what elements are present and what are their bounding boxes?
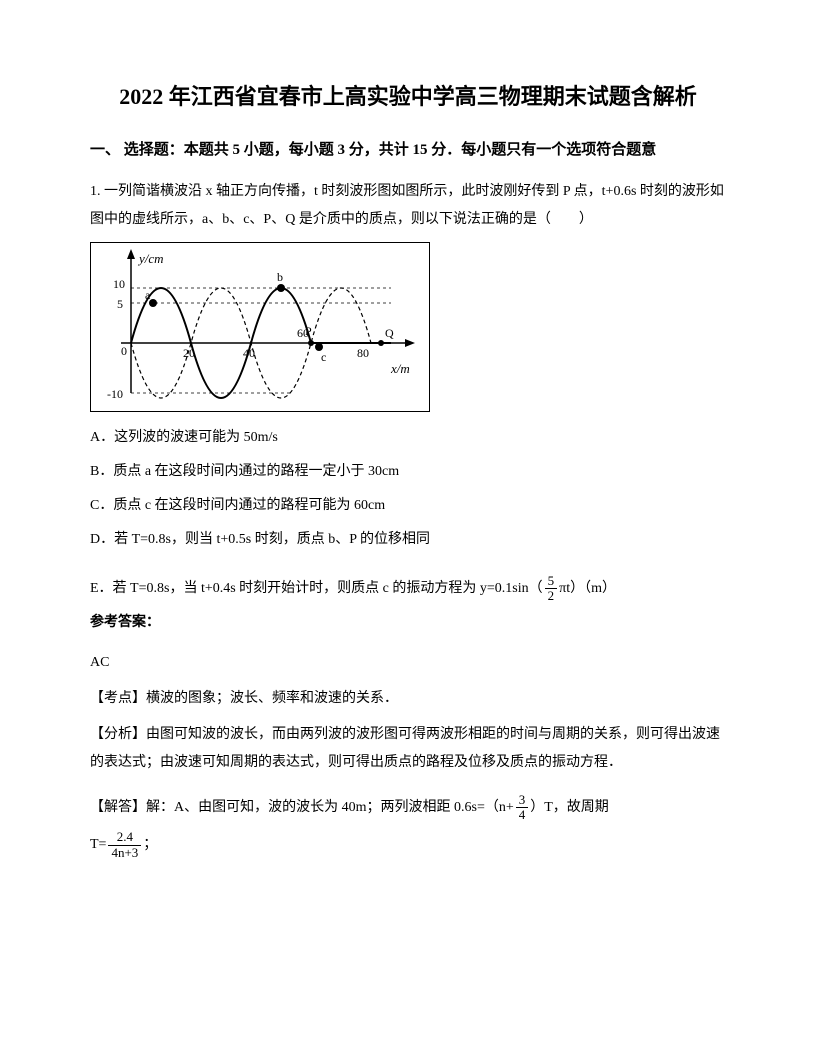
fraction-3-4: 34	[516, 793, 529, 823]
svg-text:10: 10	[113, 277, 125, 291]
kaodian: 【考点】横波的图象；波长、频率和波速的关系．	[90, 685, 726, 713]
fenxi: 【分析】由图可知波的波长，而由两列波的波形图可得两波形相距的时间与周期的关系，则…	[90, 721, 726, 777]
jieda: 【解答】解：A、由图可知，波的波长为 40m；两列波相距 0.6s=（n+34）…	[90, 793, 726, 823]
section-header: 一、 选择题：本题共 5 小题，每小题 3 分，共计 15 分．每小题只有一个选…	[90, 137, 726, 164]
svg-text:b: b	[277, 270, 283, 284]
option-a: A．这列波的波速可能为 50m/s	[90, 424, 726, 452]
fraction-5-2: 52	[545, 574, 558, 604]
option-b: B．质点 a 在这段时间内通过的路程一定小于 30cm	[90, 458, 726, 486]
fenxi-label: 【分析】	[90, 727, 146, 742]
svg-text:5: 5	[117, 297, 123, 311]
jieda-label: 【解答】	[90, 800, 146, 815]
jieda-before: 解：A、由图可知，波的波长为 40m；两列波相距 0.6s=（n+	[146, 800, 514, 815]
page-title: 2022 年江西省宜春市上高实验中学高三物理期末试题含解析	[90, 80, 726, 113]
question-text: 1. 一列简谐横波沿 x 轴正方向传播，t 时刻波形图如图所示，此时波刚好传到 …	[90, 178, 726, 234]
svg-text:x/m: x/m	[390, 361, 410, 376]
option-e: E．若 T=0.8s，当 t+0.4s 时刻开始计时，则质点 c 的振动方程为 …	[90, 574, 726, 604]
jieda-line2: T=2.44n+3；	[90, 830, 726, 860]
jieda-t: T=	[90, 837, 106, 852]
option-d: D．若 T=0.8s，则当 t+0.5s 时刻，质点 b、P 的位移相同	[90, 526, 726, 554]
jieda-mid: ）T，故周期	[530, 800, 609, 815]
kaodian-text: 横波的图象；波长、频率和波速的关系．	[146, 691, 398, 706]
svg-text:c: c	[321, 350, 326, 364]
jieda-end: ；	[143, 837, 157, 852]
option-e-before: E．若 T=0.8s，当 t+0.4s 时刻开始计时，则质点 c 的振动方程为 …	[90, 581, 543, 596]
svg-text:P: P	[305, 324, 312, 338]
svg-text:80: 80	[357, 346, 369, 360]
option-e-after: πt）（m）	[559, 581, 616, 596]
fenxi-text: 由图可知波的波长，而由两列波的波形图可得两波形相距的时间与周期的关系，则可得出波…	[90, 727, 720, 770]
wave-chart: 10 5 0 -10 20 40 60 80 a b c P Q y/cm x/…	[90, 242, 430, 412]
fraction-period: 2.44n+3	[108, 830, 141, 860]
option-c: C．质点 c 在这段时间内通过的路程可能为 60cm	[90, 492, 726, 520]
kaodian-label: 【考点】	[90, 691, 146, 706]
svg-text:y/cm: y/cm	[137, 251, 164, 266]
svg-text:Q: Q	[385, 326, 394, 340]
svg-text:a: a	[145, 288, 151, 302]
answer-value: AC	[90, 649, 726, 677]
svg-text:-10: -10	[107, 387, 123, 401]
svg-text:0: 0	[121, 344, 127, 358]
answer-label: 参考答案：	[90, 610, 726, 635]
